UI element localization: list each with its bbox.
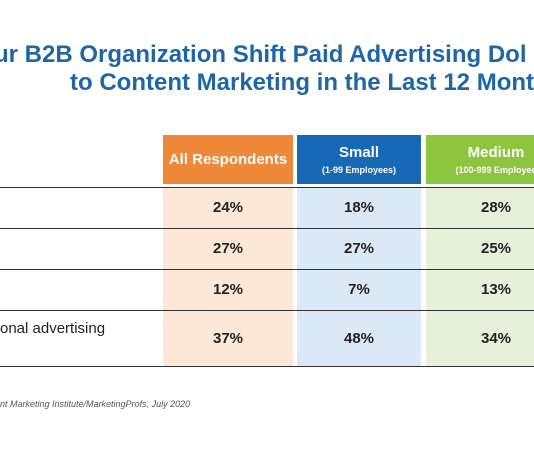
title-line-1: ur B2B Organization Shift Paid Advertisi… [0,41,527,68]
table-cell: 27% [297,229,421,269]
table-cell: 27% [163,229,293,269]
table-cell: 34% [426,311,534,366]
table-cell: 37% [163,311,293,366]
table-cell: 25% [426,229,534,269]
row-divider [0,187,534,188]
table-cell: 18% [297,188,421,228]
row-divider [0,269,534,270]
header-small-label: Small [338,144,380,161]
table-cell: 13% [426,270,534,310]
table-cell: 24% [163,188,293,228]
header-small: Small (1-99 Employees) [297,135,421,184]
row-label: onal advertising [0,320,106,337]
table-cell: 28% [426,188,534,228]
header-medium-label: Medium [467,144,525,161]
table-cell: 12% [163,270,293,310]
source-note: nt Marketing Institute/MarketingProfs, J… [0,399,191,409]
row-divider [0,366,534,367]
header-medium-sublabel: (100-999 Employee [455,165,534,175]
title-line-2: to Content Marketing in the Last 12 Mont… [70,69,534,96]
header-small-sublabel: (1-99 Employees) [321,165,397,175]
table-cell: 48% [297,311,421,366]
header-medium: Medium (100-999 Employee [426,135,534,184]
table-cell: 7% [297,270,421,310]
header-all-label: All Respondents [168,151,288,168]
row-divider [0,310,534,311]
header-all-respondents: All Respondents [163,135,293,184]
row-divider [0,228,534,229]
